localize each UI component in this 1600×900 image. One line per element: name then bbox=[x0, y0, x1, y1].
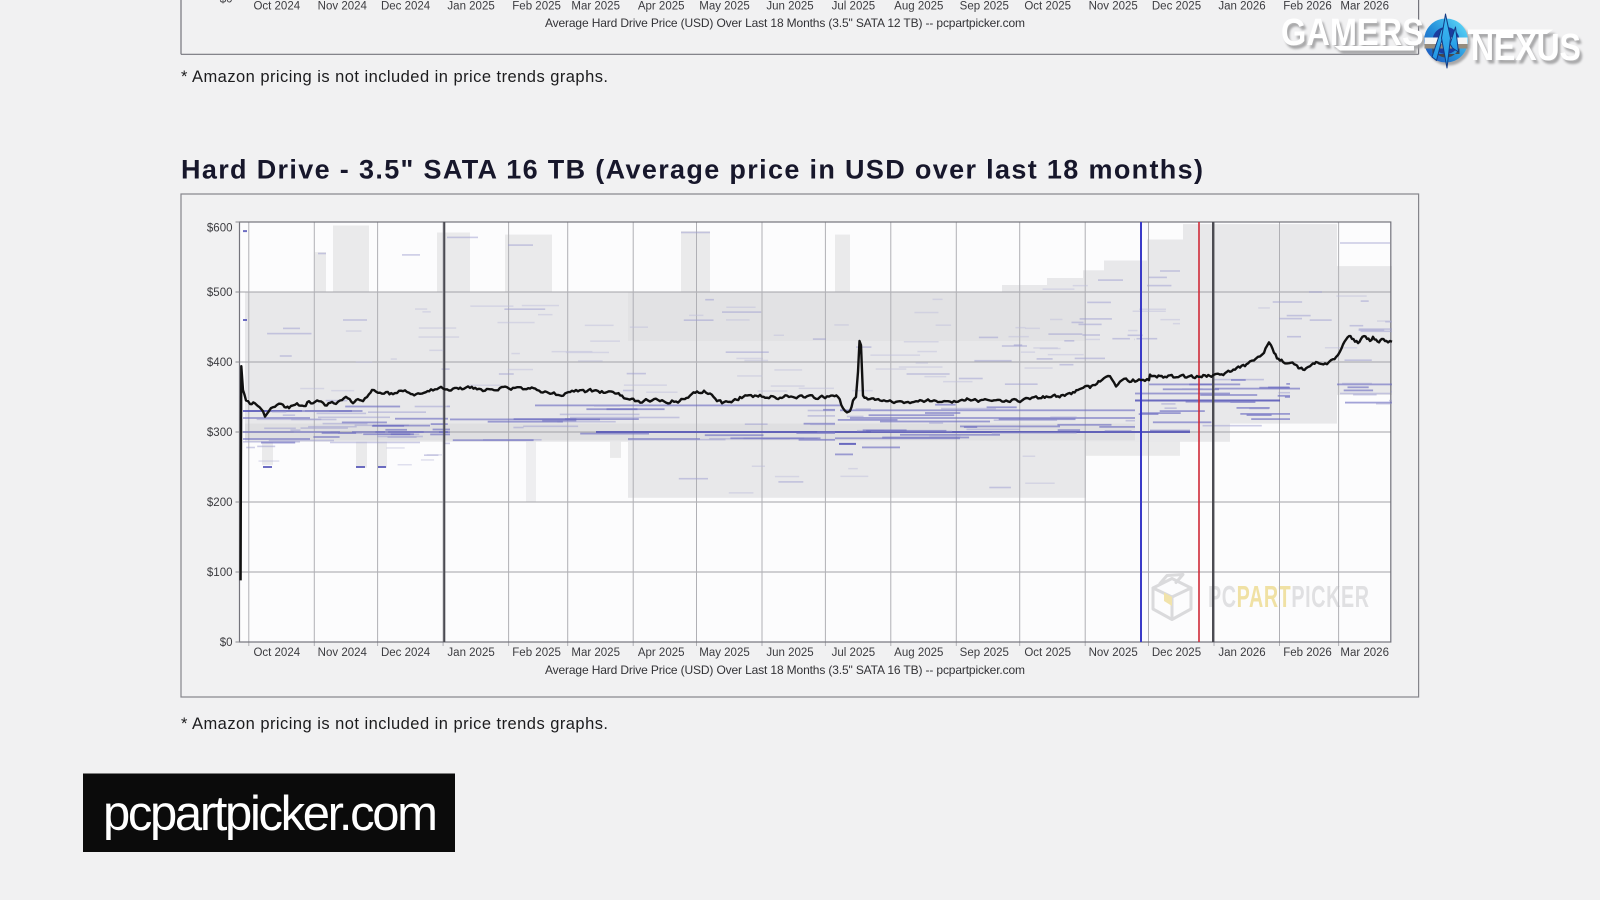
svg-text:Mar 2026: Mar 2026 bbox=[1340, 1, 1389, 13]
svg-text:Dec 2024: Dec 2024 bbox=[381, 647, 431, 659]
svg-text:$400: $400 bbox=[207, 357, 233, 369]
svg-text:$600: $600 bbox=[207, 223, 233, 235]
svg-text:Jun 2025: Jun 2025 bbox=[766, 647, 813, 659]
svg-text:Feb 2026: Feb 2026 bbox=[1283, 1, 1332, 13]
svg-text:pcpartpicker.com: pcpartpicker.com bbox=[103, 787, 438, 841]
svg-text:Jan 2025: Jan 2025 bbox=[447, 1, 494, 13]
svg-text:Mar 2026: Mar 2026 bbox=[1340, 647, 1389, 659]
svg-text:Mar 2025: Mar 2025 bbox=[571, 1, 620, 13]
svg-text:Jan 2026: Jan 2026 bbox=[1218, 1, 1265, 13]
svg-text:Apr 2025: Apr 2025 bbox=[638, 1, 685, 13]
svg-text:Nov 2025: Nov 2025 bbox=[1089, 1, 1138, 13]
svg-text:PCPARTPICKER: PCPARTPICKER bbox=[1208, 578, 1370, 614]
svg-text:Oct 2025: Oct 2025 bbox=[1024, 1, 1071, 13]
svg-text:Oct 2024: Oct 2024 bbox=[253, 1, 300, 13]
svg-text:Aug 2025: Aug 2025 bbox=[894, 1, 943, 13]
svg-text:Mar 2025: Mar 2025 bbox=[571, 647, 620, 659]
svg-text:Sep 2025: Sep 2025 bbox=[960, 647, 1009, 659]
svg-text:* Amazon pricing is not includ: * Amazon pricing is not included in pric… bbox=[181, 68, 608, 86]
svg-text:May 2025: May 2025 bbox=[699, 647, 750, 659]
svg-text:Jun 2025: Jun 2025 bbox=[766, 1, 813, 13]
svg-text:Average Hard Drive Price (USD): Average Hard Drive Price (USD) Over Last… bbox=[545, 16, 1025, 30]
svg-text:Dec 2024: Dec 2024 bbox=[381, 1, 431, 13]
svg-text:Nov 2024: Nov 2024 bbox=[318, 647, 368, 659]
svg-text:Dec 2025: Dec 2025 bbox=[1152, 1, 1201, 13]
svg-text:Feb 2025: Feb 2025 bbox=[512, 1, 561, 13]
svg-text:Apr 2025: Apr 2025 bbox=[638, 647, 685, 659]
svg-text:$100: $100 bbox=[207, 567, 233, 579]
svg-text:Jul 2025: Jul 2025 bbox=[832, 1, 875, 13]
svg-text:* Amazon pricing is not includ: * Amazon pricing is not included in pric… bbox=[181, 715, 608, 733]
svg-text:Sep 2025: Sep 2025 bbox=[960, 1, 1009, 13]
svg-text:Jan 2026: Jan 2026 bbox=[1218, 647, 1265, 659]
svg-text:May 2025: May 2025 bbox=[699, 1, 750, 13]
svg-text:$0: $0 bbox=[220, 637, 233, 649]
svg-text:Jul 2025: Jul 2025 bbox=[832, 647, 875, 659]
svg-text:Hard Drive - 3.5" SATA 16 TB (: Hard Drive - 3.5" SATA 16 TB (Average pr… bbox=[181, 155, 1203, 185]
svg-text:Average Hard Drive Price (USD): Average Hard Drive Price (USD) Over Last… bbox=[545, 663, 1025, 677]
svg-text:Nov 2024: Nov 2024 bbox=[318, 1, 368, 13]
svg-text:Dec 2025: Dec 2025 bbox=[1152, 647, 1201, 659]
svg-text:Oct 2024: Oct 2024 bbox=[253, 647, 300, 659]
svg-text:$0: $0 bbox=[220, 0, 233, 6]
svg-text:$500: $500 bbox=[207, 287, 233, 299]
svg-text:Jan 2025: Jan 2025 bbox=[447, 647, 494, 659]
svg-text:Oct 2025: Oct 2025 bbox=[1024, 647, 1071, 659]
svg-text:$200: $200 bbox=[207, 497, 233, 509]
svg-text:Nov 2025: Nov 2025 bbox=[1089, 647, 1138, 659]
svg-text:Feb 2025: Feb 2025 bbox=[512, 647, 561, 659]
svg-text:Feb 2026: Feb 2026 bbox=[1283, 647, 1332, 659]
svg-text:$300: $300 bbox=[207, 427, 233, 439]
svg-text:Aug 2025: Aug 2025 bbox=[894, 647, 943, 659]
